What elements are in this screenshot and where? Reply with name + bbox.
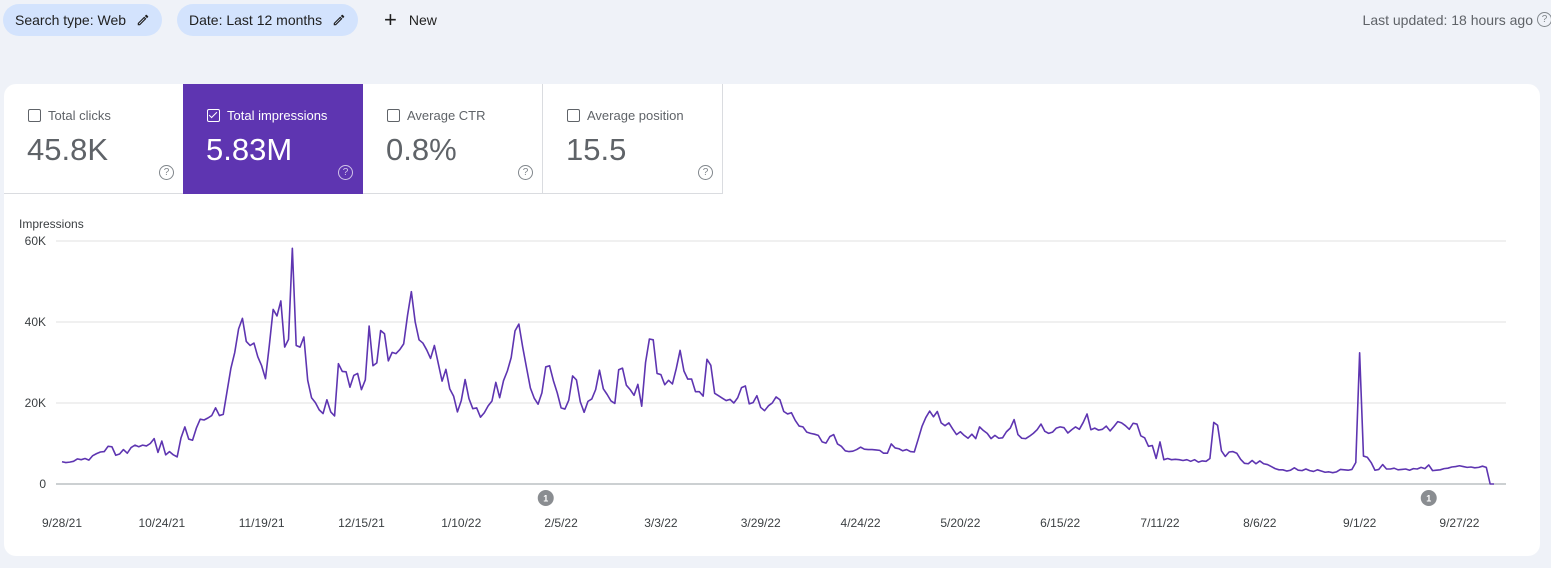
impressions-series-line	[61, 247, 1494, 485]
search-type-filter-chip[interactable]: Search type: Web	[3, 4, 163, 36]
metric-value: 0.8%	[386, 132, 457, 167]
metric-label: Total impressions	[227, 108, 328, 123]
x-tick-label: 2/5/22	[544, 516, 578, 530]
x-tick-label: 9/27/22	[1439, 516, 1479, 530]
plus-icon: +	[384, 7, 397, 32]
metric-value: 45.8K	[27, 132, 109, 167]
help-icon[interactable]: ?	[159, 165, 174, 180]
help-icon[interactable]: ?	[518, 165, 533, 180]
metric-label: Total clicks	[48, 108, 111, 123]
annotation-marker[interactable]: 1	[537, 490, 554, 506]
y-tick-label: 20K	[25, 396, 46, 410]
annotation-marker-circle[interactable]	[537, 490, 554, 506]
metric-total-clicks[interactable]: Total clicks 45.8K ?	[4, 84, 184, 194]
metric-value: 15.5	[566, 132, 627, 167]
date-filter-label: Date: Last 12 months	[189, 12, 323, 28]
chart-y-axis-title: Impressions	[19, 217, 84, 231]
x-tick-label: 3/3/22	[644, 516, 678, 530]
impressions-chart[interactable]: 0 20K 40K 60K 9/28/21 10/24/21 11/19/21 12/15/2…	[4, 84, 1540, 556]
average-position-checkbox[interactable]	[567, 109, 580, 122]
x-tick-label: 8/6/22	[1243, 516, 1277, 530]
metric-value: 5.83M	[206, 132, 293, 167]
x-tick-label: 1/10/22	[441, 516, 481, 530]
x-tick-label: 11/19/21	[239, 516, 285, 530]
annotation-marker-label: 1	[543, 494, 548, 504]
annotation-marker-circle[interactable]	[1420, 490, 1437, 506]
new-filter-button[interactable]: + New	[378, 4, 443, 36]
last-updated-text: Last updated: 18 hours ago	[1362, 12, 1533, 28]
x-tick-label: 5/20/22	[940, 516, 980, 530]
x-tick-label: 7/11/22	[1140, 516, 1179, 530]
x-tick-label: 9/1/22	[1343, 516, 1377, 530]
help-icon[interactable]: ?	[1537, 12, 1551, 27]
metric-average-position[interactable]: Average position 15.5 ?	[543, 84, 723, 194]
metric-label: Average position	[587, 108, 684, 123]
total-clicks-checkbox[interactable]	[28, 109, 41, 122]
edit-pencil-icon	[137, 14, 149, 26]
x-tick-label: 10/24/21	[138, 516, 185, 530]
total-impressions-checkbox[interactable]	[207, 109, 220, 122]
annotation-marker[interactable]: 1	[1420, 490, 1437, 506]
edit-pencil-icon	[333, 14, 345, 26]
x-tick-label: 9/28/21	[42, 516, 82, 530]
x-tick-label: 6/15/22	[1040, 516, 1080, 530]
average-ctr-checkbox[interactable]	[387, 109, 400, 122]
x-tick-label: 3/29/22	[741, 516, 781, 530]
y-tick-label: 40K	[25, 315, 46, 329]
help-icon[interactable]: ?	[338, 165, 353, 180]
annotation-marker-label: 1	[1426, 494, 1431, 504]
x-tick-label: 12/15/21	[338, 516, 385, 530]
metric-average-ctr[interactable]: Average CTR 0.8% ?	[363, 84, 543, 194]
x-tick-label: 4/24/22	[841, 516, 881, 530]
new-filter-label: New	[408, 12, 437, 28]
y-tick-label: 0	[39, 477, 46, 491]
last-updated: Last updated: 18 hours ago ?	[1362, 12, 1551, 28]
search-type-filter-label: Search type: Web	[15, 12, 127, 28]
metric-total-impressions[interactable]: Total impressions 5.83M ?	[183, 84, 363, 194]
performance-card: Total clicks 45.8K ? Total impressions 5…	[4, 84, 1540, 556]
help-icon[interactable]: ?	[698, 165, 713, 180]
date-filter-chip[interactable]: Date: Last 12 months	[177, 4, 359, 36]
y-tick-label: 60K	[25, 234, 46, 248]
metric-label: Average CTR	[407, 108, 486, 123]
